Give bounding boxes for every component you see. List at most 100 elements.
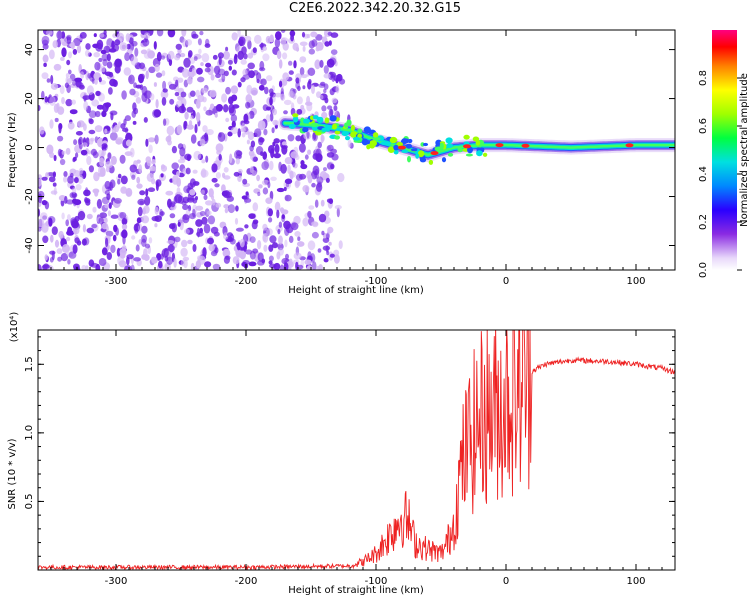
noise-dot (201, 159, 206, 164)
noise-dot (106, 193, 111, 201)
noise-dot (318, 213, 327, 223)
noise-dot (260, 151, 264, 157)
noise-dot (105, 237, 109, 248)
noise-dot (273, 153, 282, 159)
noise-dot (222, 248, 231, 258)
noise-dot (52, 182, 57, 187)
noise-dot (215, 202, 222, 208)
noise-dot (56, 30, 63, 40)
noise-dot (252, 202, 259, 212)
noise-dot (279, 207, 285, 213)
noise-dot (203, 106, 207, 112)
noise-dot (241, 132, 246, 138)
noise-dot (86, 213, 93, 220)
noise-dot (280, 264, 284, 270)
noise-dot (38, 105, 41, 111)
signal-blob (369, 140, 378, 147)
noise-dot (41, 72, 49, 80)
noise-dot (269, 263, 277, 269)
y-tick-label: 1.0 (24, 425, 35, 441)
noise-dot (268, 260, 273, 265)
noise-dot (91, 224, 98, 229)
noise-dot (39, 126, 45, 135)
noise-dot (101, 222, 109, 230)
noise-dot (88, 138, 94, 145)
noise-dot (176, 124, 183, 135)
noise-dot (285, 253, 289, 260)
noise-dot (288, 235, 294, 243)
x-tick-label: -100 (365, 276, 388, 287)
noise-dot (75, 152, 79, 158)
noise-dot (204, 261, 212, 268)
noise-dot (67, 175, 74, 184)
noise-dot (284, 194, 292, 202)
signal-blob (419, 157, 427, 163)
noise-dot (46, 30, 53, 36)
noise-dot (154, 223, 158, 228)
noise-dot (160, 165, 168, 172)
signal-blob (315, 131, 322, 136)
noise-dot (315, 41, 324, 51)
signal-blob (476, 147, 481, 152)
spectrogram-x-ticks: -300 -200 -100 0 100 (50, 30, 676, 287)
noise-dot (290, 222, 299, 231)
noise-dot (195, 196, 198, 201)
noise-dot (199, 210, 206, 217)
noise-dot (136, 176, 141, 184)
noise-dot (97, 172, 106, 177)
noise-dot (262, 187, 269, 195)
noise-dot (110, 155, 117, 165)
noise-dot (48, 217, 53, 227)
noise-dot (49, 96, 56, 106)
signal-blob (380, 141, 387, 146)
noise-dot (153, 41, 157, 50)
signal-blob (389, 136, 398, 144)
noise-dot (52, 171, 57, 178)
noise-dot (307, 210, 312, 218)
noise-dot (231, 32, 238, 41)
noise-dot (210, 74, 215, 81)
noise-dot (42, 54, 49, 63)
noise-dot (305, 101, 313, 106)
signal-blob (428, 159, 434, 165)
noise-dot (211, 177, 218, 183)
noise-dot (247, 131, 255, 141)
noise-dot (241, 122, 246, 132)
noise-dot (244, 35, 252, 42)
noise-dot (49, 119, 54, 129)
noise-dot (147, 137, 156, 143)
noise-dot (92, 206, 97, 213)
noise-dot (207, 237, 214, 245)
noise-dot (44, 201, 50, 210)
colorbar-gradient (712, 30, 737, 270)
noise-dot (248, 70, 256, 79)
noise-dot (124, 151, 133, 157)
noise-dot (85, 199, 91, 206)
noise-dot (276, 187, 285, 193)
noise-dot (223, 255, 230, 264)
noise-dot (106, 252, 113, 260)
noise-dot (120, 231, 125, 238)
noise-dot (99, 33, 105, 38)
noise-dot (171, 162, 179, 170)
noise-dot (213, 231, 220, 237)
signal-blob (303, 118, 310, 124)
noise-dot (65, 219, 69, 227)
noise-dot (41, 176, 48, 181)
noise-dot (147, 48, 151, 53)
noise-dot (148, 144, 153, 154)
noise-dot (277, 228, 281, 235)
signal-peak (495, 143, 504, 148)
noise-dot (143, 32, 151, 39)
noise-dot (304, 259, 312, 265)
noise-dot (228, 65, 232, 71)
noise-dot (161, 97, 167, 106)
spectrogram-x-label: Height of straight line (km) (288, 285, 424, 296)
noise-dot (53, 154, 57, 162)
noise-dot (60, 56, 65, 61)
signal-blob (475, 139, 481, 146)
noise-dot (87, 73, 92, 79)
noise-dot (64, 82, 69, 89)
noise-dot (265, 114, 271, 123)
noise-dot (150, 93, 155, 101)
